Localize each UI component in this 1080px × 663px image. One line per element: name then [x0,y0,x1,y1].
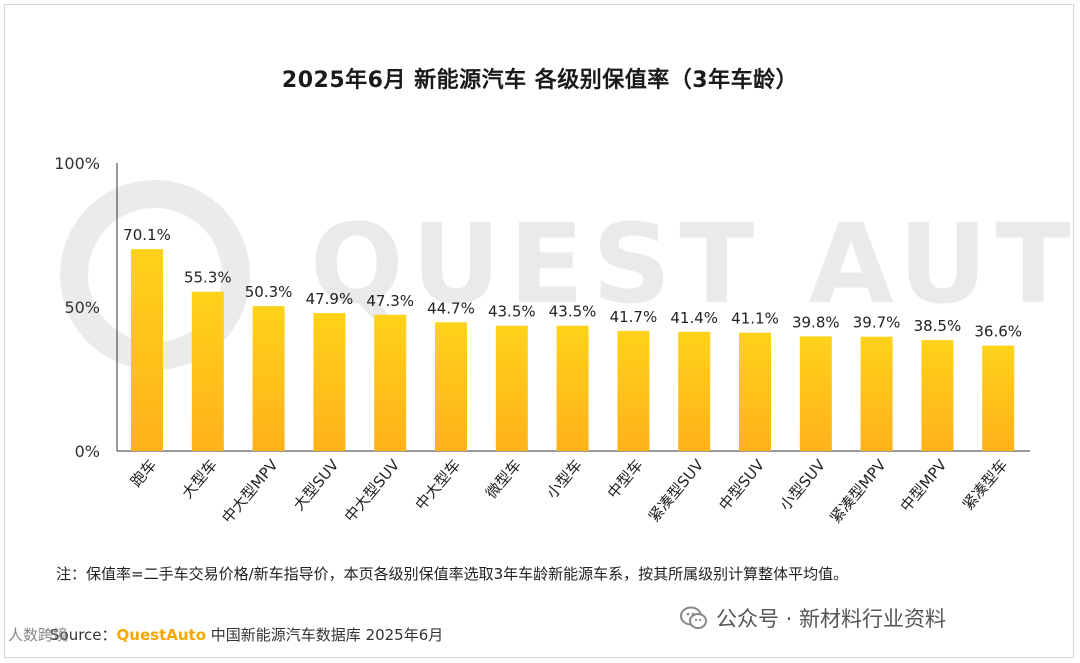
y-tick-label: 50% [64,298,100,317]
bar [982,345,1015,451]
category-label: 微型车 [482,456,525,502]
bar-value-label: 43.5% [549,303,597,321]
chart-frame [4,4,1074,658]
chart-title: 2025年6月 新能源汽车 各级别保值率（3年车龄） [281,68,799,93]
bar-value-label: 38.5% [914,317,962,335]
category-label: 大型车 [178,456,221,502]
bar [556,325,589,451]
category-label: 跑车 [127,456,160,491]
category-label: 小型SUV [776,455,829,514]
bar [252,306,285,451]
bar [191,291,224,451]
category-label: 中大型车 [412,456,464,514]
y-tick-label: 0% [75,442,100,461]
bar [131,249,163,451]
category-label: 大型SUV [290,455,343,514]
category-label: 中型车 [604,456,647,502]
bar-value-label: 41.1% [731,310,779,328]
bar [435,322,467,451]
category-label: 小型车 [543,456,586,502]
bar [374,314,407,451]
bar [495,325,528,451]
source-line: Source：QuestAuto 中国新能源汽车数据库 2025年6月 [50,624,443,645]
source-label: Source： [50,626,117,644]
bar-value-label: 55.3% [184,269,232,287]
bar [860,336,893,451]
bar-value-label: 41.7% [610,308,658,326]
category-label: 中大型MPV [218,455,282,526]
y-tick-label: 100% [54,154,100,173]
wechat-watermark: 公众号 · 新材料行业资料 [680,603,946,633]
bar [678,331,711,451]
bar-value-label: 47.3% [366,292,414,310]
category-label: 中型SUV [715,455,768,514]
category-label: 中型MPV [897,455,951,515]
category-label: 紧凑型SUV [645,455,708,525]
bar-value-label: 44.7% [427,299,475,317]
bar [921,340,954,451]
bar-value-label: 39.7% [853,314,901,332]
source-text: 中国新能源汽车数据库 2025年6月 [210,626,444,644]
bar-value-label: 43.5% [488,303,536,321]
category-label: 紧凑型MPV [826,455,890,526]
bar-value-label: 70.1% [123,226,171,244]
bar-value-label: 39.8% [792,313,840,331]
corner-watermark: 人数跨境 [8,626,69,644]
bar-value-label: 47.9% [306,290,354,308]
bar [617,330,650,451]
category-label: 紧凑型车 [959,456,1011,514]
bar-value-label: 50.3% [245,283,293,301]
bar [739,332,771,451]
bar-value-label: 36.6% [974,323,1022,341]
bar-value-label: 41.4% [670,309,718,327]
source-brand: QuestAuto [116,626,206,644]
bar [799,336,832,451]
footnote: 注：保值率=二手车交易价格/新车指导价，本页各级别保值率选取3年车龄新能源车系，… [56,565,849,583]
wechat-label: 公众号 · 新材料行业资料 [716,607,947,631]
bar [313,313,346,451]
wechat-icon [680,606,708,630]
category-label: 中大型SUV [341,455,404,525]
